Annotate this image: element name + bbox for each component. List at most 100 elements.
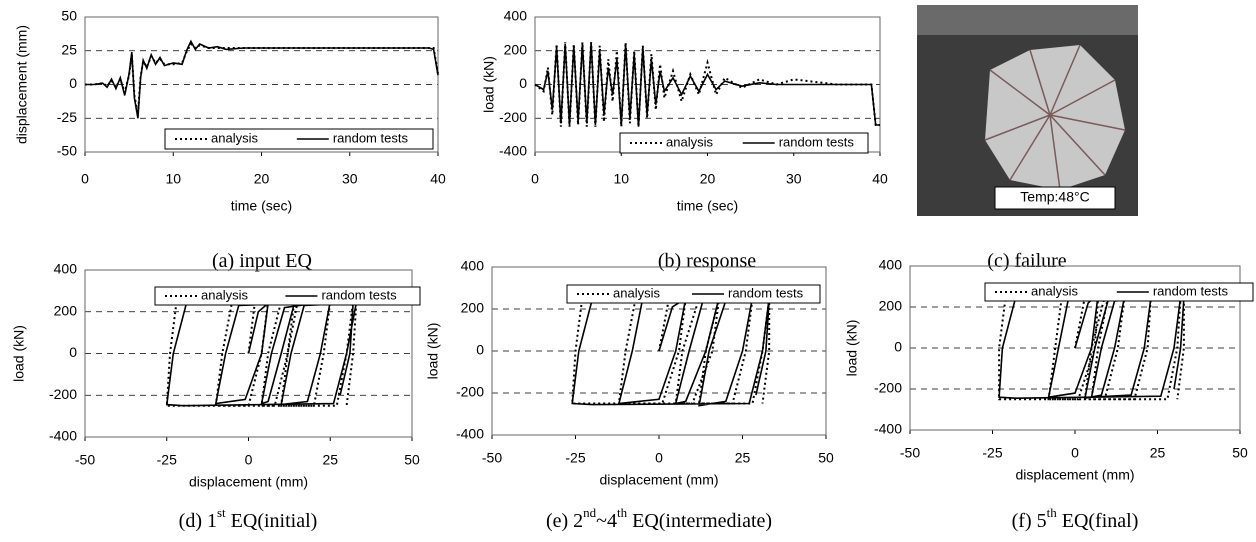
y-tick-label: -50 [57,143,77,159]
y-tick-label: -200 [456,384,484,400]
photo-cracks [984,44,1126,191]
x-axis-label: displacement (mm) [1015,467,1134,483]
caption-part: (e) 2 [546,510,583,532]
y-tick-label: 400 [461,258,485,274]
caption-part: EQ(initial) [226,510,318,532]
x-axis-label: displacement (mm) [599,472,718,488]
x-tick-label: 0 [531,171,539,187]
y-axis-label: displacement (mm) [14,25,30,144]
legend-label: random tests [321,287,397,302]
data-line [998,295,1185,401]
x-tick-label: -50 [75,452,95,468]
photo-label-box [994,186,1116,210]
y-axis-label: load (kN) [481,56,497,113]
x-tick-label: 10 [613,171,629,187]
caption-part: (f) 5 [1012,510,1047,532]
legend-label: random tests [728,285,804,300]
x-tick-label: 50 [818,450,834,466]
y-tick-label: -400 [499,143,527,159]
x-axis-label: time (sec) [677,198,738,214]
photo: Temp:48°C (c) failure [917,5,1138,272]
caption: (f) 5th EQ(final) [1012,505,1139,531]
legend-label: analysis [201,287,248,302]
x-tick-label: 25 [1150,445,1166,461]
y-tick-label: 0 [69,75,77,91]
y-tick-label: 50 [61,8,77,24]
y-tick-label: 400 [504,8,528,24]
caption-part: EQ(final) [1057,510,1139,532]
x-tick-label: 40 [430,171,446,187]
data-line [998,292,1185,400]
caption-part: (b) response [658,250,756,272]
x-tick-label: -50 [482,450,502,466]
x-tick-label: 30 [786,171,802,187]
plot-border [491,266,827,436]
caption: (d) 1st EQ(initial) [179,505,318,531]
caption: (c) failure [987,250,1067,272]
plot-border [84,269,413,438]
data-line [571,297,771,405]
y-tick-label: 200 [504,41,528,57]
data-line [85,42,439,115]
caption-part: (c) failure [987,250,1067,272]
data-line [165,300,358,407]
y-tick-label: -400 [456,426,484,442]
x-tick-label: -50 [900,445,920,461]
caption: (a) input EQ [212,250,313,272]
legend-label: random tests [779,134,855,149]
y-tick-label: 0 [69,344,77,360]
legend-label: analysis [613,285,660,300]
data-line [165,300,358,407]
plot-border [909,265,1241,431]
photo-wall [917,5,1138,35]
photo-specimen [985,45,1125,190]
caption-part: (d) 1 [179,510,217,532]
x-tick-label: -25 [565,450,585,466]
x-tick-label: -25 [157,452,177,468]
x-tick-label: 20 [700,171,716,187]
y-tick-label: 400 [54,261,78,277]
data-line [85,39,439,119]
x-tick-label: 25 [735,450,751,466]
x-tick-label: 20 [254,171,270,187]
y-tick-label: 200 [461,300,485,316]
caption-part: EQ(intermediate) [627,510,772,532]
y-tick-label: -200 [874,380,902,396]
y-tick-label: 25 [61,41,77,57]
y-axis-label: load (kN) [11,325,27,382]
y-tick-label: 0 [519,75,527,91]
x-axis-label: displacement (mm) [189,474,308,490]
caption-part: th [617,505,628,520]
chart: -400 -200 0 200 400 -50 -25 0 25 50 displacement (… [11,261,421,532]
legend-label: analysis [1031,283,1078,298]
data-line [534,42,880,127]
x-tick-label: 0 [81,171,89,187]
x-tick-label: -25 [982,445,1002,461]
chart: -400 -200 0 200 400 -50 -25 0 25 50 displacement (… [844,257,1254,532]
caption-part: nd [583,505,597,520]
caption-part: th [1047,505,1058,520]
y-tick-label: 400 [879,257,903,273]
x-tick-label: 0 [245,452,253,468]
y-tick-label: 200 [54,302,78,318]
y-axis-label: load (kN) [425,323,441,380]
x-tick-label: 30 [342,171,358,187]
caption-part: (a) input EQ [212,250,313,272]
y-tick-label: -200 [49,386,77,402]
y-tick-label: -400 [49,428,77,444]
legend-label: analysis [211,130,258,145]
caption-part: ~4 [596,510,617,532]
caption: (e) 2nd~4th EQ(intermediate) [546,505,772,531]
caption: (b) response [658,250,756,272]
y-tick-label: 0 [894,339,902,355]
x-tick-label: 50 [404,452,420,468]
caption-part: st [217,505,226,520]
x-tick-label: 50 [1232,445,1248,461]
chart: -400 -200 0 200 400 -50 -25 0 25 50 displacement (… [425,258,834,532]
x-tick-label: 40 [872,171,888,187]
y-axis-label: load (kN) [844,320,860,377]
y-tick-label: -400 [874,421,902,437]
photo-label: Temp:48°C [1020,189,1089,205]
